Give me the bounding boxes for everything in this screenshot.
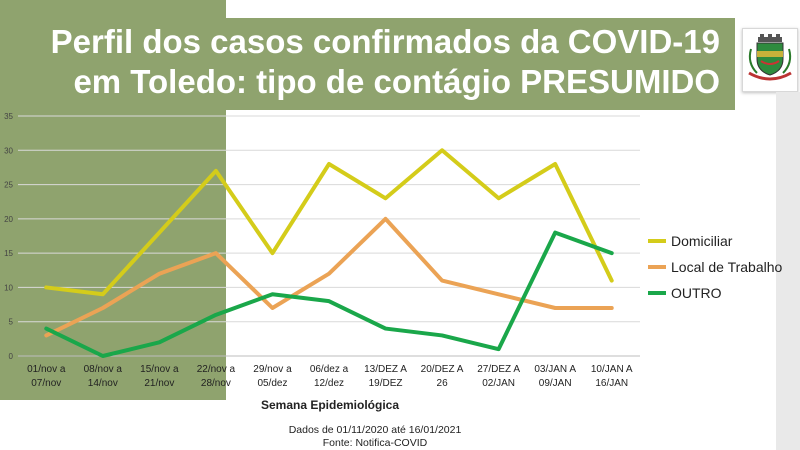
data-point-local-de-trabalho: [440, 279, 444, 283]
x-tick-label-line: 12/dez: [314, 378, 344, 389]
data-point-local-de-trabalho: [610, 306, 614, 310]
data-point-domiciliar: [553, 162, 557, 166]
legend-label: Domiciliar: [671, 233, 733, 249]
slide-title: Perfil dos casos confirmados da COVID-19…: [50, 23, 720, 100]
x-tick-label-line: 10/JAN A: [591, 364, 633, 375]
y-tick-label: 0: [9, 352, 14, 361]
x-tick-label-line: 14/nov: [88, 378, 118, 389]
y-tick-label: 10: [4, 283, 13, 292]
x-tick-label-line: 21/nov: [144, 378, 174, 389]
x-tick-label: 13/DEZ A 19/DEZ: [364, 364, 407, 389]
data-point-outro: [553, 231, 557, 235]
legend-label: OUTRO: [671, 285, 722, 301]
data-point-local-de-trabalho: [553, 306, 557, 310]
data-point-domiciliar: [101, 292, 105, 296]
data-point-local-de-trabalho: [497, 292, 501, 296]
x-tick-label: 06/dez a 12/dez: [310, 364, 349, 389]
x-tick-label: 10/JAN A 16/JAN: [591, 364, 633, 389]
legend-item-domiciliar: Domiciliar: [648, 228, 782, 254]
x-tick-label: 15/nov a 21/nov: [140, 364, 179, 389]
data-point-domiciliar: [44, 285, 48, 289]
y-tick-label: 35: [4, 112, 13, 121]
data-point-local-de-trabalho: [214, 251, 218, 255]
x-tick-label-line: 07/nov: [31, 378, 61, 389]
x-tick-label-line: 29/nov a: [253, 364, 292, 375]
chart-grid: [18, 115, 640, 357]
data-point-outro: [157, 340, 161, 344]
city-coat-of-arms-icon: [748, 34, 792, 81]
data-point-domiciliar: [157, 231, 161, 235]
x-tick-label-line: 19/DEZ: [369, 378, 403, 389]
x-tick-label-line: 15/nov a: [140, 364, 179, 375]
data-point-outro: [44, 327, 48, 331]
x-tick-label-line: 13/DEZ A: [364, 364, 407, 375]
x-tick-label-line: 20/DEZ A: [421, 364, 464, 375]
data-point-outro: [610, 251, 614, 255]
x-tick-label-line: 26: [437, 378, 449, 389]
data-point-domiciliar: [497, 196, 501, 200]
data-point-domiciliar: [384, 196, 388, 200]
y-tick-label: 5: [9, 318, 14, 327]
data-point-domiciliar: [270, 251, 274, 255]
data-point-outro: [440, 333, 444, 337]
data-point-outro: [101, 354, 105, 358]
data-point-outro: [327, 299, 331, 303]
x-tick-label: 01/nov a 07/nov: [27, 364, 66, 389]
x-tick-label: 29/nov a 05/dez: [253, 364, 292, 389]
series-line-local-de-trabalho: [44, 216, 614, 338]
x-axis-label: Semana Epidemiológica: [261, 398, 399, 412]
x-tick-label-line: 02/JAN: [482, 378, 515, 389]
x-tick-label-line: 05/dez: [257, 378, 287, 389]
data-point-local-de-trabalho: [384, 217, 388, 221]
data-point-local-de-trabalho: [157, 272, 161, 276]
data-point-local-de-trabalho: [101, 306, 105, 310]
data-point-domiciliar: [610, 279, 614, 283]
x-tick-label: 20/DEZ A 26: [421, 364, 464, 389]
x-tick-label-line: 28/nov: [201, 378, 231, 389]
legend-label: Local de Trabalho: [671, 259, 783, 275]
footer-date-range: Dados de 01/11/2020 até 16/01/2021: [288, 424, 462, 436]
x-tick-label-line: 09/JAN: [539, 378, 572, 389]
footer-source: Fonte: Notifica-COVID: [322, 437, 428, 449]
logo: [742, 28, 798, 92]
chart-series: [44, 148, 614, 358]
x-tick-label-line: 08/nov a: [84, 364, 123, 375]
x-tick-label-line: 03/JAN A: [534, 364, 576, 375]
x-tick-label-line: 22/nov a: [197, 364, 236, 375]
legend-item-local-de-trabalho: Local de Trabalho: [648, 254, 782, 280]
x-tick-label-line: 16/JAN: [595, 378, 628, 389]
x-tick-label: 27/DEZ A 02/JAN: [477, 364, 520, 389]
data-point-outro: [497, 347, 501, 351]
data-point-local-de-trabalho: [44, 333, 48, 337]
x-axis-ticks: 01/nov a 07/nov 08/nov a 14/nov 15/nov a 21/n…: [27, 364, 633, 389]
y-tick-label: 20: [4, 215, 13, 224]
x-tick-label-line: 01/nov a: [27, 364, 66, 375]
y-tick-label: 15: [4, 249, 13, 258]
x-tick-label: 08/nov a 14/nov: [84, 364, 123, 389]
x-tick-label: 22/nov a 28/nov: [197, 364, 236, 389]
x-tick-label-line: 27/DEZ A: [477, 364, 520, 375]
y-axis-ticks: 0 5 10 15 20 25 30 35: [4, 112, 13, 361]
data-point-outro: [384, 327, 388, 331]
data-point-outro: [270, 292, 274, 296]
y-tick-label: 25: [4, 181, 13, 190]
data-point-domiciliar: [214, 169, 218, 173]
x-tick-label: 03/JAN A 09/JAN: [534, 364, 576, 389]
legend-swatch-local-de-trabalho: [648, 265, 666, 269]
legend-item-outro: OUTRO: [648, 280, 782, 306]
series-line-outro: [44, 230, 614, 358]
data-point-outro: [214, 313, 218, 317]
data-point-domiciliar: [327, 162, 331, 166]
legend-swatch-outro: [648, 291, 666, 295]
x-tick-label-line: 06/dez a: [310, 364, 349, 375]
title-band: [0, 18, 735, 110]
data-point-domiciliar: [440, 148, 444, 152]
y-tick-label: 30: [4, 146, 13, 155]
data-point-local-de-trabalho: [270, 306, 274, 310]
right-side-bar: [776, 92, 800, 450]
legend-swatch-domiciliar: [648, 239, 666, 243]
chart-legend: Domiciliar Local de Trabalho OUTRO: [648, 228, 782, 306]
data-point-local-de-trabalho: [327, 272, 331, 276]
